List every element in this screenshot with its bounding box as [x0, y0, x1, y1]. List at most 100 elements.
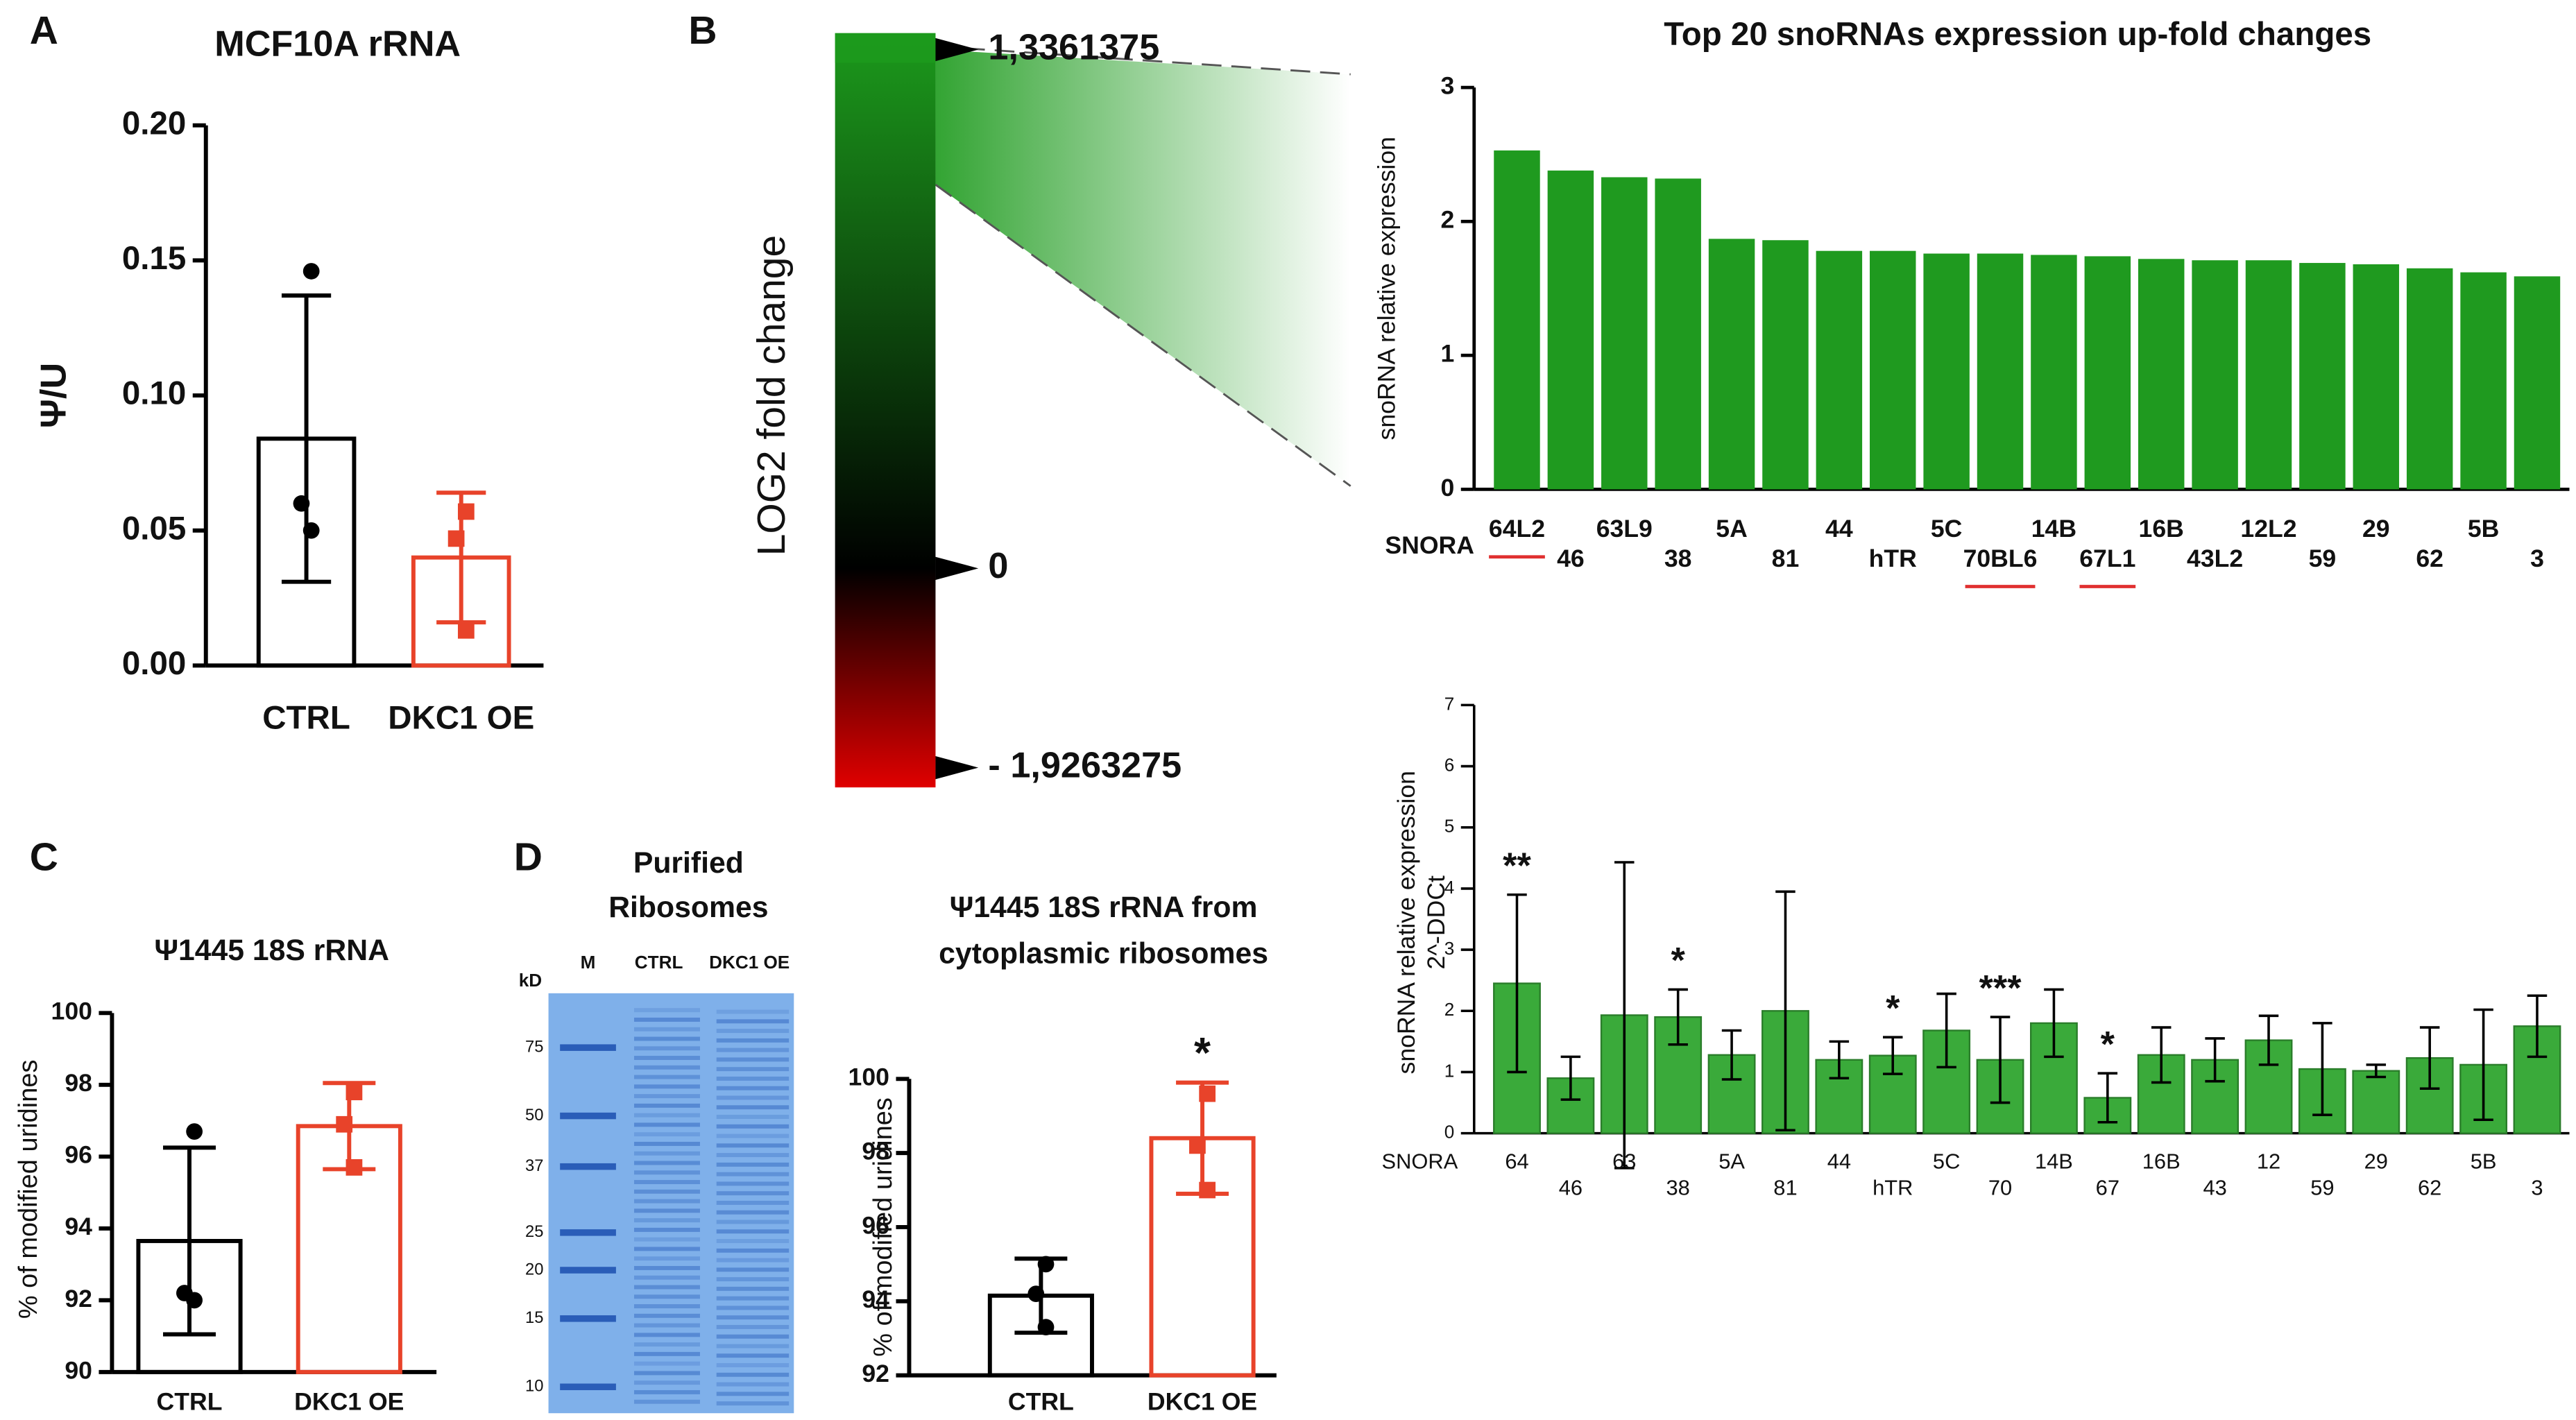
error-bar — [2044, 988, 2064, 1059]
x-tick-label: 43L2 — [2187, 545, 2243, 572]
x-tick-label: 81 — [1772, 545, 1800, 572]
gel-band — [716, 1220, 790, 1224]
gel-band — [634, 1323, 700, 1328]
y-tick-label: 96 — [862, 1211, 889, 1239]
data-point — [1027, 1285, 1045, 1302]
gel-band — [634, 1189, 700, 1194]
error-bar — [2205, 1037, 2225, 1083]
y-tick-label: 3 — [1444, 938, 1455, 959]
gel-band — [716, 1086, 790, 1090]
lane-label: DKC1 OE — [709, 952, 790, 973]
data-point — [1199, 1085, 1216, 1102]
gel-band — [634, 1151, 700, 1156]
y-axis-label: snoRNA relative expression — [1392, 771, 1420, 1074]
error-bar — [2151, 1026, 2172, 1084]
marker-label: 15 — [525, 1309, 543, 1327]
x-tick-label: hTR — [1873, 1176, 1913, 1200]
bar — [1655, 178, 1701, 490]
error-bar — [2527, 994, 2548, 1059]
bar — [2084, 256, 2131, 490]
gel-band — [716, 1210, 790, 1215]
gel-band — [634, 1389, 700, 1394]
x-tick-label: DKC1 OE — [1148, 1387, 1257, 1415]
data-point — [1189, 1137, 1206, 1154]
x-tick-label: 12L2 — [2240, 515, 2296, 542]
x-tick-label: 62 — [2418, 1176, 2441, 1200]
gel-band — [716, 1267, 790, 1272]
y-tick-label: 1 — [1440, 340, 1454, 368]
y-axis-label: % of modified uridines — [869, 1097, 898, 1357]
x-tick-label: 62 — [2416, 545, 2443, 572]
gel-band — [716, 1038, 790, 1043]
gel-title: Purified — [633, 846, 744, 880]
error-bar — [1775, 890, 1795, 1132]
x-tick-label: 63 — [1612, 1149, 1636, 1174]
marker-label: 10 — [525, 1377, 543, 1395]
x-tick-label: 38 — [1664, 545, 1692, 572]
y-tick-label: 0.05 — [122, 510, 186, 547]
gel-band — [716, 1124, 790, 1129]
y-tick-label: 94 — [862, 1285, 889, 1313]
x-tick-label: 67 — [2096, 1176, 2119, 1200]
significance: * — [1194, 1029, 1211, 1077]
gel-band — [634, 1141, 700, 1146]
gel-band — [634, 1294, 700, 1299]
x-tick-label: 67L1 — [2079, 545, 2135, 572]
error-bar — [2097, 1072, 2118, 1124]
colorbar-tick-label: 0 — [988, 546, 1008, 586]
x-tick-label: hTR — [1869, 545, 1917, 572]
x-tick-label: 16B — [2139, 515, 2184, 542]
colorbar — [835, 33, 936, 788]
y-tick-label: 0.20 — [122, 105, 186, 142]
x-tick-label: 70 — [1988, 1176, 2012, 1200]
gel-band — [634, 1161, 700, 1165]
x-tick-label: 43 — [2203, 1176, 2226, 1200]
error-bar — [1507, 893, 1527, 1074]
bar — [1868, 1054, 1917, 1134]
x-tick-label: 5B — [2468, 515, 2500, 542]
error-bar — [2366, 1063, 2387, 1079]
marker-band — [560, 1163, 616, 1170]
chart-title: MCF10A rRNA — [214, 24, 461, 65]
zoom-line — [935, 45, 1351, 76]
x-tick-label: 5C — [1933, 1149, 1960, 1174]
gel-band — [634, 1208, 700, 1213]
gel-band — [716, 1382, 790, 1387]
bar — [2406, 268, 2453, 490]
y-tick-label: 100 — [51, 998, 92, 1025]
colorbar-tick — [935, 755, 979, 780]
y-tick-label: 0.10 — [122, 375, 186, 412]
significance: ** — [1503, 846, 1531, 887]
x-tick-label: 5B — [2471, 1149, 2497, 1174]
error-bar — [1614, 861, 1635, 1170]
gel-band — [716, 1200, 790, 1205]
panel-label: C — [30, 835, 58, 880]
error-bar — [2258, 1014, 2279, 1066]
error-bar — [2312, 1022, 2332, 1116]
gel-band — [634, 1285, 700, 1290]
bar — [2352, 1070, 2400, 1134]
y-tick-label: 0.00 — [122, 645, 186, 682]
zoom-line — [935, 184, 1351, 487]
gel-band — [716, 1095, 790, 1100]
marker-band — [560, 1044, 616, 1051]
colorbar-top — [835, 33, 936, 63]
x-tick-label: 5C — [1931, 515, 1963, 542]
gel-band — [634, 1342, 700, 1347]
gel-band — [716, 1286, 790, 1291]
x-tick-label: 63L9 — [1596, 515, 1653, 542]
gel-band — [634, 1227, 700, 1232]
data-point — [1037, 1256, 1055, 1273]
gel-band — [716, 1067, 790, 1072]
bar — [2460, 272, 2507, 490]
data-point — [302, 522, 320, 539]
x-tick-label: 5A — [1716, 515, 1748, 542]
bar — [1816, 250, 1863, 490]
gel-band — [716, 1296, 790, 1301]
x-tick-label: 44 — [1827, 1149, 1851, 1174]
x-tick-label: 46 — [1557, 545, 1585, 572]
gel-band — [634, 1275, 700, 1280]
gel-band — [634, 1313, 700, 1318]
